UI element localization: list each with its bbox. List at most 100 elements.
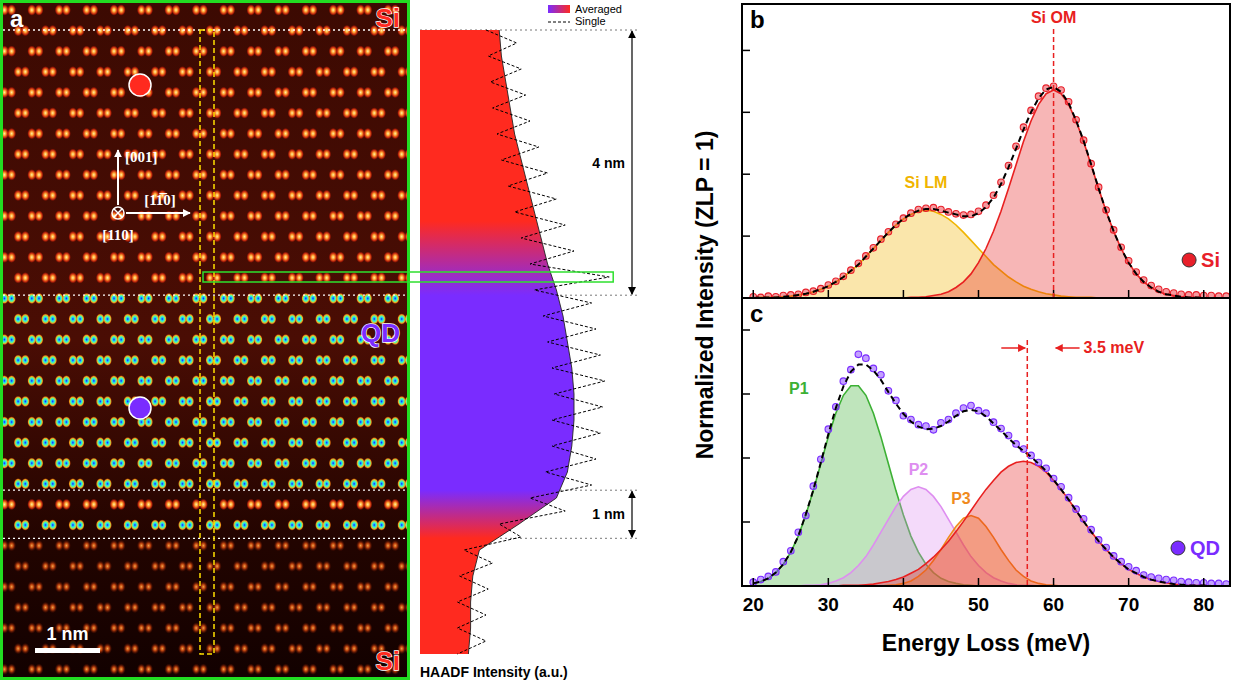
- atom-column: [7, 375, 16, 387]
- area-fill: [420, 30, 574, 654]
- atom-column: [377, 519, 386, 531]
- atom-column: [130, 107, 139, 119]
- x-tick: [1053, 578, 1055, 586]
- atom-column: [62, 169, 71, 181]
- atom-column: [267, 231, 276, 243]
- atom-column: [103, 560, 112, 572]
- atom-column: [171, 457, 180, 469]
- component-label: P1: [789, 380, 809, 397]
- atom-column: [48, 602, 57, 614]
- x-tick: [1203, 290, 1205, 298]
- atom-column: [130, 354, 139, 366]
- atom-column: [34, 499, 43, 511]
- atom-column: [34, 45, 43, 57]
- atom-column: [7, 169, 16, 181]
- atom-column: [226, 128, 235, 140]
- si-spot: [129, 74, 151, 96]
- atom-column: [336, 540, 345, 552]
- atom-column: [377, 190, 386, 202]
- atom-column: [240, 396, 249, 408]
- atom-column: [350, 602, 359, 614]
- atom-column: [226, 581, 235, 593]
- atom-column: [350, 148, 359, 160]
- haadf-image: [2, 2, 408, 678]
- axis-title: Normalized Intensity (ZLP = 1): [692, 131, 718, 460]
- qd-spot: [129, 397, 151, 419]
- atom-column: [144, 457, 153, 469]
- atom-column: [377, 148, 386, 160]
- atom-column: [322, 354, 331, 366]
- atom-column: [350, 190, 359, 202]
- atom-column: [240, 519, 249, 531]
- region-label: Si: [375, 3, 400, 33]
- atom-column: [89, 499, 98, 511]
- atom-column: [308, 45, 317, 57]
- atom-column: [62, 663, 71, 675]
- y-tick: [742, 235, 750, 237]
- atom-column: [322, 437, 331, 449]
- atom-column: [322, 602, 331, 614]
- atom-column: [322, 148, 331, 160]
- atom-column: [103, 643, 112, 655]
- atom-column: [144, 210, 153, 222]
- atom-column: [281, 499, 290, 511]
- atom-column: [240, 478, 249, 490]
- atom-column: [144, 293, 153, 305]
- atom-column: [226, 169, 235, 181]
- atom-column: [48, 272, 57, 284]
- atom-column: [322, 313, 331, 325]
- atom-column: [171, 251, 180, 263]
- atom-column: [76, 148, 85, 160]
- atom-column: [144, 663, 153, 675]
- atom-column: [267, 560, 276, 572]
- atom-column: [130, 560, 139, 572]
- x-tick: [1128, 578, 1130, 586]
- atom-column: [76, 313, 85, 325]
- atom-column: [130, 313, 139, 325]
- shift-marker: [1027, 340, 1029, 586]
- atom-column: [254, 210, 263, 222]
- data-point: [1170, 577, 1177, 584]
- atom-column: [34, 4, 43, 16]
- atom-column: [62, 251, 71, 263]
- data-point: [960, 212, 967, 219]
- shift-arrow: [1056, 347, 1080, 349]
- legend-swatch: [548, 22, 570, 23]
- atom-column: [48, 354, 57, 366]
- atom-column: [62, 457, 71, 469]
- atom-column: [7, 457, 16, 469]
- atom-column: [308, 293, 317, 305]
- atom-column: [89, 87, 98, 99]
- direction-into: [112, 207, 124, 219]
- atom-column: [171, 169, 180, 181]
- atom-column: [48, 66, 57, 78]
- atom-column: [34, 416, 43, 428]
- atom-column: [89, 45, 98, 57]
- atom-column: [363, 499, 372, 511]
- fit-curve: [753, 365, 1226, 586]
- atom-column: [322, 560, 331, 572]
- atom-column: [391, 499, 400, 511]
- atom-column: [7, 293, 16, 305]
- plot-area: [750, 83, 1230, 298]
- atom-column: [62, 45, 71, 57]
- span-label: 1 nm: [592, 506, 625, 522]
- atom-column: [185, 519, 194, 531]
- atom-column: [281, 45, 290, 57]
- atom-column: [76, 437, 85, 449]
- atom-column: [254, 416, 263, 428]
- atom-column: [295, 107, 304, 119]
- boundary-line: [3, 538, 407, 539]
- component-label: P3: [951, 490, 971, 507]
- atom-column: [322, 396, 331, 408]
- atom-column: [21, 396, 30, 408]
- atom-column: [21, 478, 30, 490]
- atom-column: [322, 190, 331, 202]
- atom-column: [281, 375, 290, 387]
- boundary-line: [3, 490, 407, 491]
- atom-column: [171, 87, 180, 99]
- atom-column: [267, 643, 276, 655]
- atom-column: [363, 128, 372, 140]
- atom-column: [117, 334, 126, 346]
- atom-column: [130, 190, 139, 202]
